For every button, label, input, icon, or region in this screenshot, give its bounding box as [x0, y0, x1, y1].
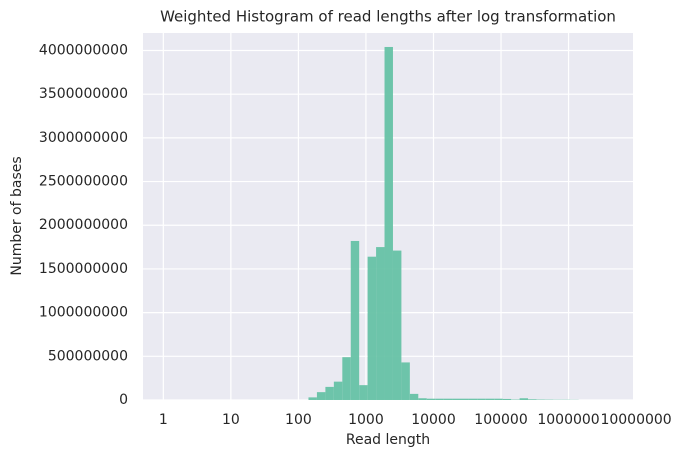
bar: [485, 398, 495, 400]
bar: [426, 398, 436, 400]
bar: [342, 357, 351, 400]
y-tick-label: 0: [119, 392, 128, 408]
x-tick-label: 10000: [411, 412, 456, 428]
bar: [316, 392, 326, 400]
x-tick-label: 100000: [474, 412, 527, 428]
x-tick-label: 10: [222, 412, 240, 428]
x-axis-label: Read length: [346, 432, 430, 448]
y-tick-label: 3500000000: [39, 86, 128, 102]
x-tick-label: 1: [159, 412, 168, 428]
bar: [359, 385, 368, 400]
bar: [392, 250, 402, 400]
bar: [409, 393, 419, 400]
bar: [350, 240, 360, 400]
bar: [367, 256, 377, 400]
chart-title: Weighted Histogram of read lengths after…: [160, 8, 616, 26]
bar: [401, 362, 410, 400]
bar: [460, 398, 469, 400]
y-tick-label: 2000000000: [39, 217, 128, 233]
bar: [376, 247, 385, 400]
y-tick-label: 2500000000: [39, 174, 128, 190]
bar: [325, 386, 334, 400]
x-tick-label: 1000: [348, 412, 384, 428]
y-tick-label: 500000000: [48, 348, 128, 364]
y-tick-label: 4000000000: [39, 42, 128, 58]
y-tick-label: 3000000000: [39, 130, 128, 146]
bar: [333, 381, 343, 400]
bar: [494, 398, 503, 400]
bar: [443, 398, 453, 400]
bar: [477, 398, 486, 400]
y-tick-label: 1000000000: [39, 305, 128, 321]
bar: [384, 46, 393, 400]
bar: [468, 398, 478, 400]
y-axis-label: Number of bases: [9, 156, 25, 275]
bar: [418, 398, 427, 400]
bar: [528, 399, 537, 400]
bar: [308, 397, 317, 400]
x-tick-label: 10000000: [600, 412, 671, 428]
bar: [452, 398, 461, 400]
x-tick-label: 1000000: [537, 412, 599, 428]
bar: [519, 398, 529, 400]
bars: [308, 46, 579, 400]
y-tick-label: 1500000000: [39, 261, 128, 277]
x-tick-label: 100: [285, 412, 312, 428]
bar: [502, 398, 512, 400]
bar: [435, 398, 444, 400]
